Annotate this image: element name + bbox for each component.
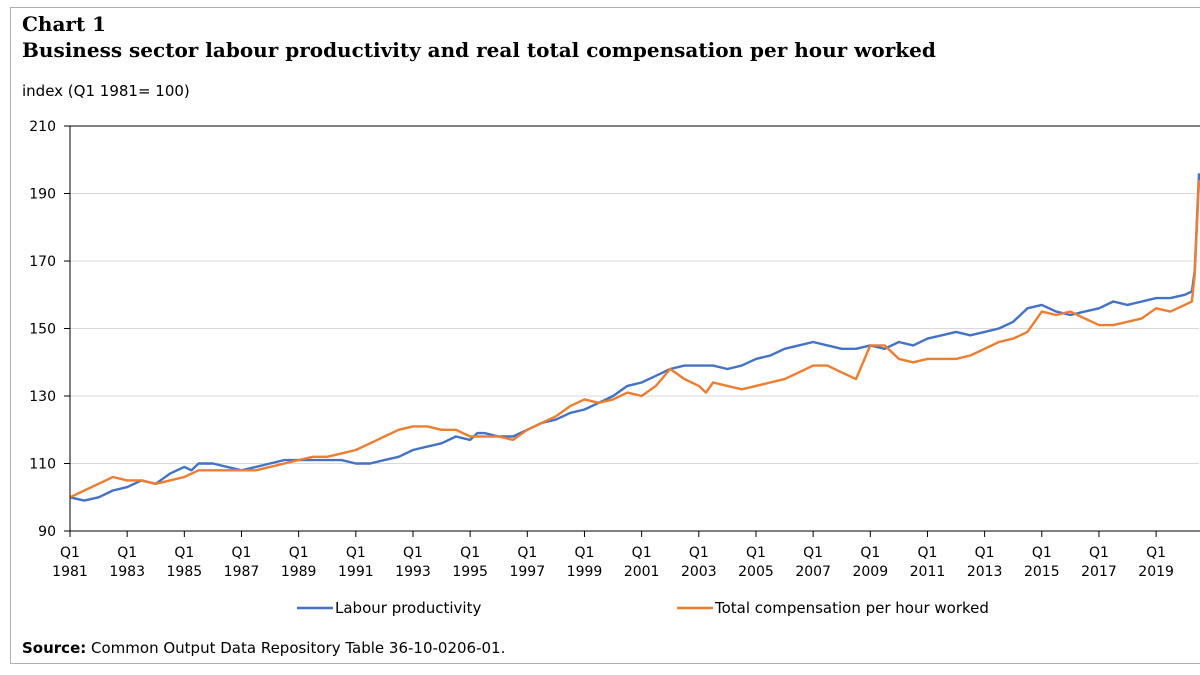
chart-number: Chart 1 (22, 12, 107, 36)
series-lines (69, 173, 1200, 502)
x-tick-quarter: Q1 (346, 545, 366, 561)
x-tick-quarter: Q1 (174, 545, 194, 561)
x-tick-year: 1983 (109, 564, 145, 580)
x-tick-quarter: Q1 (232, 545, 252, 561)
x-tick-year: 1999 (567, 564, 603, 580)
y-tick-label: 170 (29, 254, 56, 270)
x-tick-year: 2015 (1024, 564, 1060, 580)
y-tick-label: 210 (29, 119, 56, 135)
gridlines (70, 193, 1199, 464)
x-tick-quarter: Q1 (917, 545, 937, 561)
x-tick-year: 2003 (681, 564, 717, 580)
x-tick-year: 2013 (967, 564, 1003, 580)
y-axis-ticks: 90 110 130 150 170 190 210 (29, 119, 70, 540)
x-tick-year: 2017 (1081, 564, 1117, 580)
x-tick-year: 2007 (795, 564, 831, 580)
x-tick-year: 2005 (738, 564, 774, 580)
y-tick-label: 90 (38, 524, 56, 540)
x-tick-quarter: Q1 (1089, 545, 1109, 561)
chart-frame (10, 7, 1200, 664)
x-tick-year: 2001 (624, 564, 660, 580)
source-label: Source: (22, 639, 87, 657)
x-tick-year: 1991 (338, 564, 374, 580)
legend-label: Labour productivity (335, 599, 481, 617)
x-tick-year: 1995 (452, 564, 488, 580)
y-tick-label: 190 (29, 187, 56, 203)
source-note: Source: Common Output Data Repository Ta… (22, 639, 505, 657)
chart-title: Business sector labour productivity and … (22, 38, 936, 62)
legend: Labour productivity Total compensation pe… (297, 599, 989, 617)
x-tick-year: 2009 (852, 564, 888, 580)
x-tick-quarter: Q1 (517, 545, 537, 561)
y-tick-label: 130 (29, 389, 56, 405)
y-tick-label: 150 (29, 322, 56, 338)
x-tick-year: 1989 (281, 564, 317, 580)
x-tick-year: 1987 (224, 564, 260, 580)
x-tick-year: 1985 (167, 564, 203, 580)
x-tick-year: 1993 (395, 564, 431, 580)
series-line-labour-productivity (69, 173, 1200, 502)
x-tick-quarter: Q1 (975, 545, 995, 561)
x-tick-quarter: Q1 (632, 545, 652, 561)
x-tick-year: 2019 (1138, 564, 1174, 580)
y-tick-label: 110 (29, 457, 56, 473)
x-tick-quarter: Q1 (460, 545, 480, 561)
x-tick-quarter: Q1 (289, 545, 309, 561)
series-line-total-compensation (69, 179, 1200, 499)
x-tick-year: 1997 (509, 564, 545, 580)
x-tick-quarter: Q1 (117, 545, 137, 561)
x-tick-quarter: Q1 (1032, 545, 1052, 561)
source-text: Common Output Data Repository Table 36-1… (91, 639, 506, 657)
x-tick-quarter: Q1 (746, 545, 766, 561)
x-tick-quarter: Q1 (803, 545, 823, 561)
x-tick-quarter: Q1 (689, 545, 709, 561)
x-tick-quarter: Q1 (1146, 545, 1166, 561)
x-tick-year: 2011 (910, 564, 946, 580)
plot-area-border (69, 125, 1200, 532)
x-tick-quarter: Q1 (60, 545, 80, 561)
x-tick-quarter: Q1 (575, 545, 595, 561)
y-axis-unit-label: index (Q1 1981= 100) (22, 82, 190, 100)
x-tick-quarter: Q1 (860, 545, 880, 561)
legend-label: Total compensation per hour worked (714, 599, 989, 617)
x-axis-ticks: Q1 1981 Q1 1983 Q1 1985 Q1 1987 Q1 1989 Q1 1991 Q1 19… (52, 531, 1174, 580)
x-tick-quarter: Q1 (403, 545, 423, 561)
x-tick-year: 1981 (52, 564, 88, 580)
